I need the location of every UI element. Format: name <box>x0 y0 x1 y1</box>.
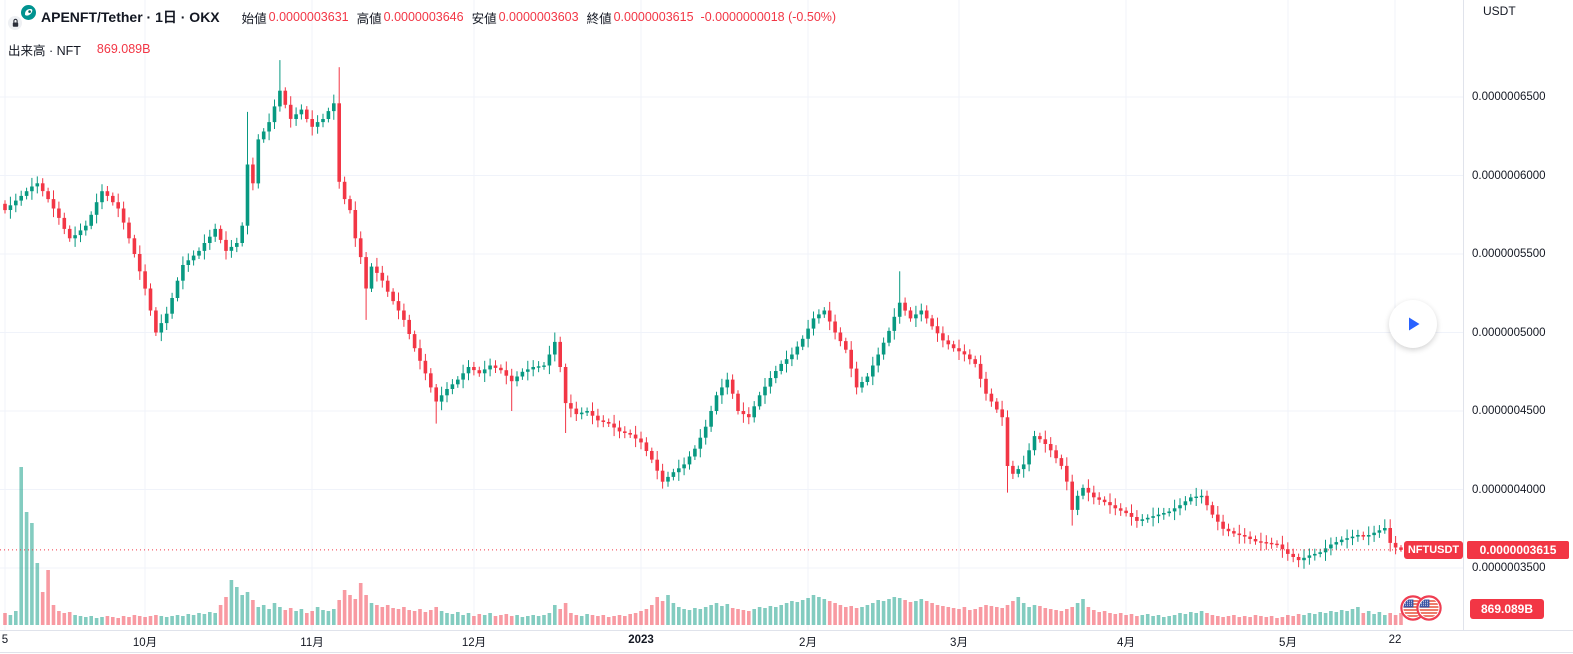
time-tick-label: 22 <box>1388 634 1402 646</box>
change-value: -0.0000000018 (-0.50%) <box>700 10 837 24</box>
symbol-legend: APENFT/Tether · 1日 · OKX 始値 0.0000003631… <box>8 4 836 60</box>
low-value: 0.0000003603 <box>498 10 579 24</box>
price-tick-label: 0.0000006000 <box>1472 169 1546 182</box>
price-tick-label: 0.0000006500 <box>1472 91 1546 103</box>
close-label: 終値 <box>586 11 612 26</box>
time-axis[interactable]: 5 10月 11月 12月 2023 2月 3月 4月 5月 22 <box>0 630 1573 653</box>
price-tick-label: 0.0000005000 <box>1472 326 1546 339</box>
time-tick-label: 11月 <box>300 637 324 649</box>
time-tick-label: 3月 <box>950 637 968 649</box>
play-arrow-icon <box>1409 317 1420 331</box>
symbol-title[interactable]: APENFT/Tether · 1日 · OKX <box>41 9 220 25</box>
time-tick-label: 4月 <box>1117 637 1135 649</box>
symbol-price-label-badge: NFTUSDT <box>1404 541 1463 559</box>
price-tick-label: 0.0000004000 <box>1472 483 1546 496</box>
price-tick-label: 0.0000004500 <box>1472 405 1546 417</box>
high-label: 高値 <box>356 11 382 26</box>
usd-flag-icon <box>1416 595 1442 621</box>
time-tick-label: 5 <box>1 634 9 646</box>
volume-indicator-label[interactable]: 出来高 · NFT <box>8 43 81 58</box>
price-tick-label: 0.0000003500 <box>1472 562 1546 574</box>
close-value: 0.0000003615 <box>613 10 694 24</box>
scroll-to-realtime-button[interactable] <box>1389 300 1437 348</box>
price-axis[interactable]: USDT 0.0000006500 0.0000006000 0.000000550… <box>1463 0 1573 630</box>
time-tick-label: 2月 <box>799 637 817 649</box>
open-value: 0.0000003631 <box>268 10 349 24</box>
volume-badge: 869.089B <box>1470 599 1544 619</box>
symbol-logo[interactable] <box>8 4 36 30</box>
time-tick-label: 10月 <box>132 637 158 649</box>
last-price-badge: 0.0000003615 <box>1467 541 1569 559</box>
high-value: 0.0000003646 <box>383 10 464 24</box>
volume-indicator-row: 出来高 · NFT 869.089B <box>8 38 836 60</box>
open-label: 始値 <box>241 11 267 26</box>
symbol-row: APENFT/Tether · 1日 · OKX 始値 0.0000003631… <box>8 4 836 30</box>
time-tick-label: 12月 <box>461 637 487 649</box>
low-label: 安値 <box>471 11 497 26</box>
candlestick-chart[interactable] <box>0 0 1463 630</box>
time-tick-label: 2023 <box>628 634 654 646</box>
price-tick-label: 0.0000005500 <box>1472 248 1546 260</box>
price-axis-currency: USDT <box>1483 4 1516 18</box>
apenft-logo-icon <box>21 5 36 20</box>
volume-indicator-value: 869.089B <box>96 42 151 56</box>
time-tick-label: 5月 <box>1279 637 1297 649</box>
lock-icon <box>8 16 22 30</box>
quote-currency-flags <box>1400 595 1442 621</box>
